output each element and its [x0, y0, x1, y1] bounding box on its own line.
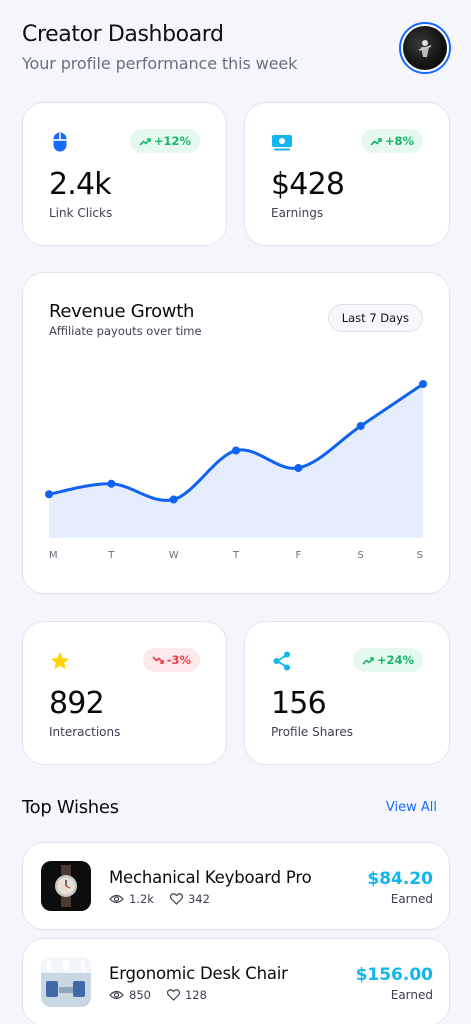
share-icon	[271, 650, 293, 672]
avatar[interactable]	[399, 22, 451, 74]
stat-label: Profile Shares	[271, 725, 354, 739]
stat-card-link-clicks[interactable]: +12% 2.4k Link Clicks	[22, 102, 227, 246]
trend-up-icon	[362, 656, 374, 665]
revenue-chart-card: Revenue Growth Affiliate payouts over ti…	[22, 272, 450, 594]
chart-point[interactable]	[419, 380, 427, 388]
wish-item-meta: 1.2k 342	[109, 892, 220, 906]
chart-point[interactable]	[232, 446, 240, 455]
chart-x-tick-label: T	[107, 550, 115, 561]
view-count: 1.2k	[129, 892, 154, 906]
chart-point[interactable]	[294, 464, 303, 472]
chart-x-tick-label: F	[295, 550, 301, 561]
trend-badge: +8%	[360, 129, 423, 153]
trend-down-icon	[152, 655, 164, 664]
chart-area-fill	[49, 384, 423, 538]
stat-label: Link Clicks	[49, 206, 113, 220]
header: Creator Dashboard Your profile performan…	[22, 22, 451, 78]
wish-item-price: $156.00	[355, 965, 433, 985]
chart-point[interactable]	[45, 490, 53, 499]
trend-value: +8%	[384, 134, 414, 148]
avatar-image	[403, 26, 447, 70]
wish-item[interactable]: Mechanical Keyboard Pro 1.2k 342 $84.20 …	[22, 842, 450, 930]
stat-value: 156	[271, 686, 327, 721]
wish-item-name: Mechanical Keyboard Pro	[109, 868, 312, 887]
view-all-link[interactable]: View All	[385, 800, 437, 815]
trend-up-icon	[139, 137, 151, 146]
stat-card-profile-shares[interactable]: +24% 156 Profile Shares	[244, 621, 450, 765]
product-thumbnail	[41, 957, 91, 1007]
eye-icon	[109, 990, 124, 1000]
chart-subtitle: Affiliate payouts over time	[49, 324, 202, 338]
wish-item-earned-label: Earned	[390, 988, 433, 1002]
stat-card-interactions[interactable]: -3% 892 Interactions	[22, 621, 227, 765]
stat-value: 892	[49, 686, 105, 721]
wish-item-earned-label: Earned	[390, 892, 433, 906]
star-icon	[49, 650, 71, 672]
chart-title: Revenue Growth	[49, 301, 195, 322]
chart-point[interactable]	[169, 495, 178, 504]
stat-card-earnings[interactable]: +8% $428 Earnings	[244, 102, 450, 246]
eye-icon	[109, 894, 124, 904]
chart-point[interactable]	[356, 422, 365, 430]
stat-label: Interactions	[49, 725, 121, 739]
product-thumbnail	[41, 861, 91, 911]
trend-badge: -3%	[142, 648, 200, 672]
trend-up-icon	[370, 137, 382, 146]
heart-icon	[169, 893, 183, 905]
chart-x-tick-label: S	[357, 550, 363, 561]
wish-item-meta: 850 128	[109, 988, 217, 1002]
chart-x-tick-label: M	[49, 550, 58, 561]
chart-x-tick-label: S	[417, 550, 423, 561]
chart-x-tick-label: W	[169, 550, 179, 561]
trend-badge: +12%	[129, 129, 200, 153]
stat-value: 2.4k	[49, 167, 112, 202]
stat-value: $428	[271, 167, 345, 202]
trend-badge: +24%	[352, 648, 423, 672]
section-title-top-wishes: Top Wishes	[22, 797, 119, 818]
stat-label: Earnings	[271, 206, 324, 220]
like-count: 128	[184, 988, 207, 1002]
trend-value: -3%	[166, 653, 191, 667]
money-icon	[271, 131, 293, 153]
like-count: 342	[187, 892, 210, 906]
chart-point[interactable]	[107, 479, 116, 488]
page-subtitle: Your profile performance this week	[22, 54, 298, 73]
wish-item[interactable]: Ergonomic Desk Chair 850 128 $156.00 Ear…	[22, 938, 450, 1024]
wish-item-name: Ergonomic Desk Chair	[109, 964, 288, 983]
trend-value: +24%	[376, 653, 414, 667]
wish-item-price: $84.20	[367, 869, 433, 889]
view-count: 850	[129, 988, 151, 1002]
mouse-icon	[49, 131, 71, 153]
heart-icon	[166, 989, 180, 1001]
date-range-button[interactable]: Last 7 Days	[327, 304, 423, 332]
trend-value: +12%	[153, 134, 191, 148]
chart-x-tick-label: T	[232, 550, 240, 561]
page-title: Creator Dashboard	[22, 22, 224, 47]
